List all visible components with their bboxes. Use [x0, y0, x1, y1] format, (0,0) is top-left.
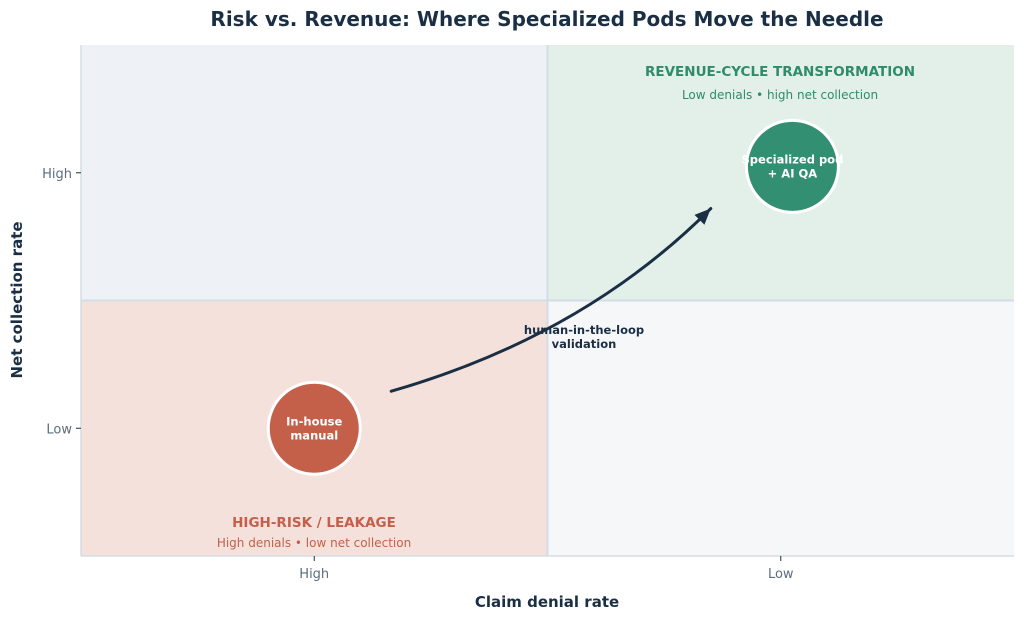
quadrant-title-leakage: HIGH-RISK / LEAKAGE	[232, 515, 396, 531]
y-axis-label: Net collection rate	[8, 221, 26, 378]
arrow-label-line: human-in-the-loop	[524, 323, 644, 337]
x-axis-label: Claim denial rate	[475, 593, 619, 611]
quadrant-subtitle-leakage: High denials • low net collection	[217, 536, 411, 550]
chart-title: Risk vs. Revenue: Where Specialized Pods…	[210, 7, 883, 31]
bubble-specialized-pod	[744, 118, 840, 214]
y-tick-label: Low	[46, 422, 72, 437]
bubble-in-house-manual	[266, 380, 362, 476]
quadrant-subtitle-transformation: Low denials • high net collection	[682, 88, 878, 102]
bubble-label-line: In-house	[286, 414, 342, 428]
bubble-label: In-house manual	[286, 414, 342, 442]
y-axis-ticks: High Low	[42, 167, 81, 437]
transition-arrow: human-in-the-loop validation	[389, 207, 713, 393]
arrow-label: human-in-the-loop validation	[524, 323, 644, 351]
bubble-label-line: Specialized pod	[742, 152, 844, 166]
bubble-label: Specialized pod + AI QA	[742, 152, 844, 180]
x-tick-label: Low	[768, 567, 794, 582]
bubble-label-line: manual	[290, 428, 338, 442]
x-axis-ticks: High Low	[299, 556, 794, 582]
data-points: In-house manual Specialized pod + AI QA	[266, 118, 844, 476]
y-tick-label: High	[42, 167, 72, 182]
arrow-label-line: validation	[552, 337, 617, 351]
quadrant-title-transformation: REVENUE-CYCLE TRANSFORMATION	[645, 64, 915, 80]
bubble-label-line: + AI QA	[768, 166, 818, 180]
quadrant-dividers	[80, 45, 1014, 557]
quadrant-top-left	[81, 45, 548, 301]
arrow-head	[694, 208, 711, 225]
arrow-path	[389, 207, 713, 393]
x-tick-label: High	[299, 567, 329, 582]
quadrant-bottom-right	[547, 300, 1014, 556]
